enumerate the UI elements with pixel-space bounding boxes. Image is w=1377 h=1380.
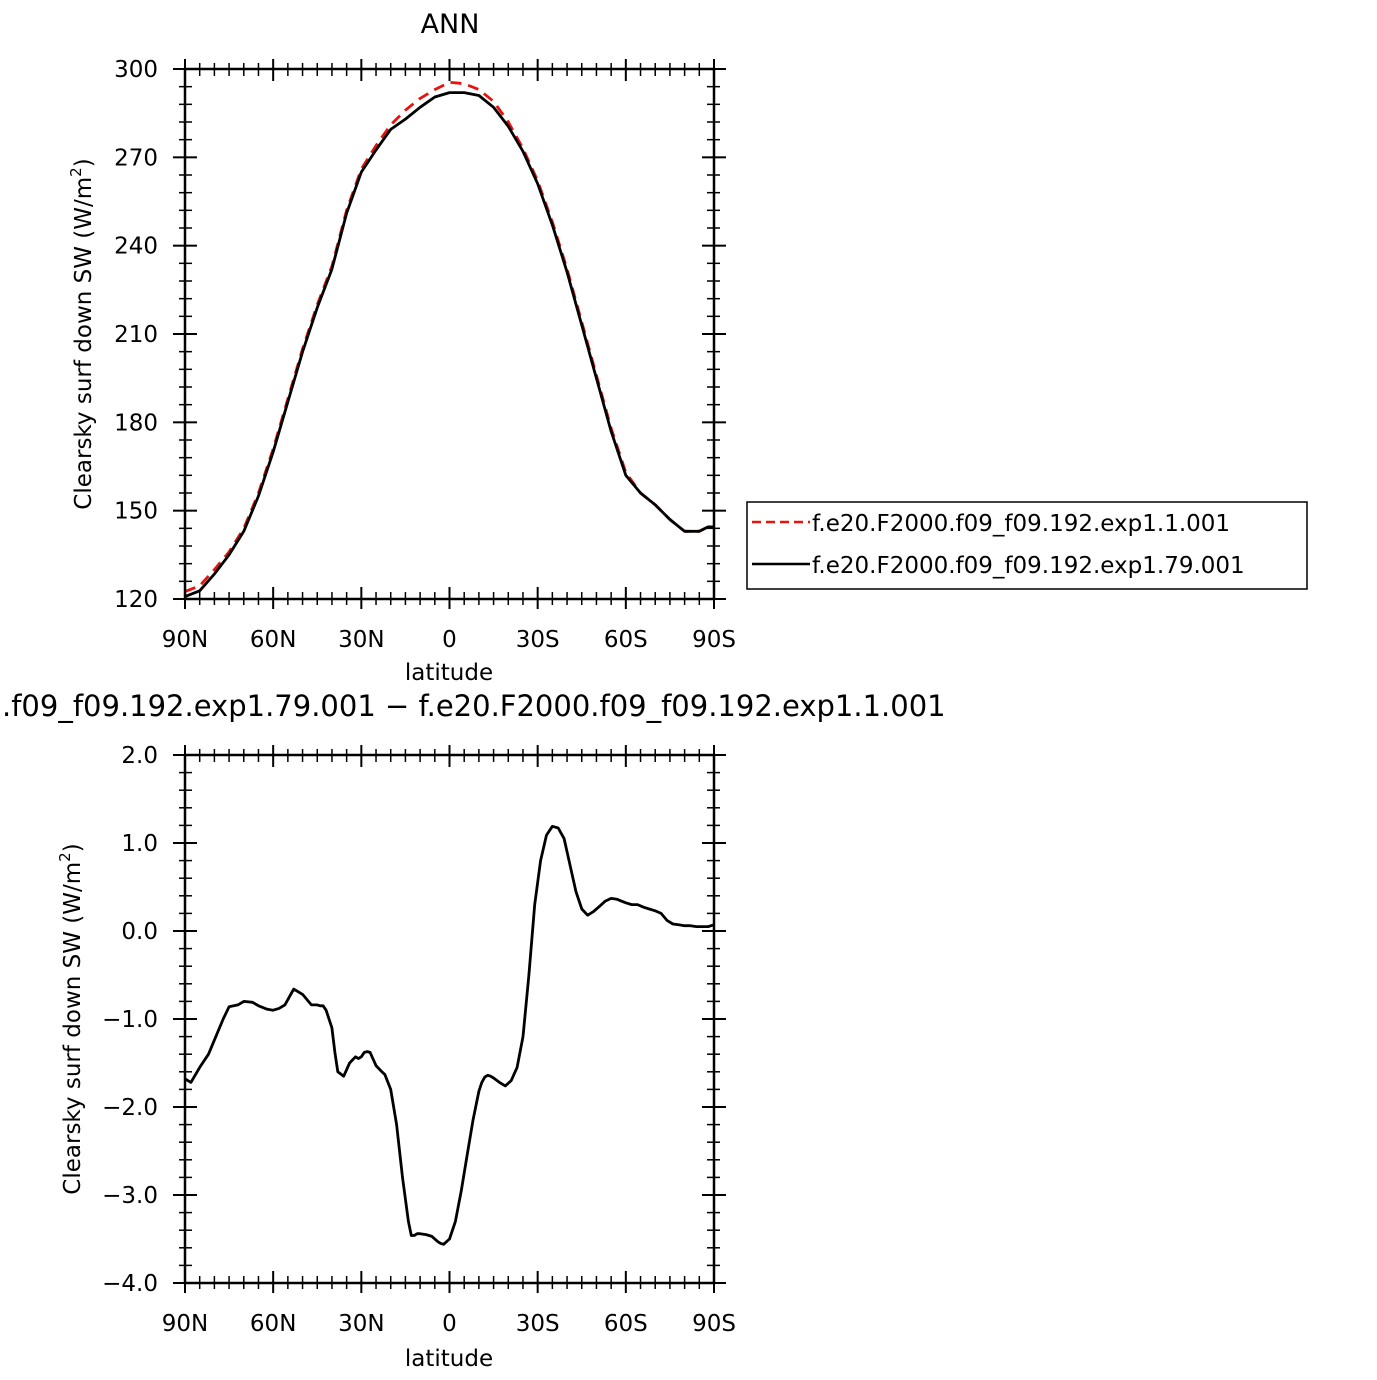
- bottom-difference-chart: .f09_f09.192.exp1.79.001 − f.e20.F2000.f…: [2, 689, 946, 1372]
- y-tick-label: 1.0: [121, 831, 158, 857]
- x-tick-label: 90N: [162, 627, 208, 653]
- x-tick-label: 60S: [604, 627, 648, 653]
- x-tick-label: 60N: [250, 1311, 296, 1337]
- axes: 90N 60N 30N 0 30S 60S 90S −4.0 −3.0 −2.0 −1.0 0.0 1.…: [102, 743, 736, 1337]
- y-tick-label: 180: [114, 410, 158, 436]
- legend-box: [746, 501, 1308, 590]
- y-tick-label: 300: [114, 57, 158, 83]
- plot-frame: [183, 753, 716, 1285]
- y-tick-label: 0.0: [121, 919, 158, 945]
- top-line-chart: ANN Clearsky surf down SW (W/m2) 90N 60N 3…: [67, 9, 736, 686]
- chart-title: ANN: [421, 9, 480, 40]
- legend-label: f.e20.F2000.f09_f09.192.exp1.79.001: [812, 553, 1245, 579]
- x-tick-label: 30N: [338, 1311, 384, 1337]
- x-tick-label: 60N: [250, 627, 296, 653]
- y-tick-label: −3.0: [102, 1183, 158, 1209]
- chart-title: .f09_f09.192.exp1.79.001 − f.e20.F2000.f…: [2, 689, 946, 723]
- series-line-0: [184, 80, 714, 593]
- x-tick-label: 0: [442, 627, 457, 653]
- x-tick-label: 60S: [604, 1311, 648, 1337]
- series-line-1: [184, 91, 714, 598]
- y-tick-label: 240: [114, 234, 158, 260]
- y-tick-label: −2.0: [102, 1095, 158, 1121]
- y-axis-label-text: Clearsky surf down SW (W/m2): [56, 843, 86, 1194]
- x-axis-label: latitude: [405, 660, 493, 686]
- x-axis-label: latitude: [405, 1346, 493, 1372]
- x-tick-label: 30S: [516, 1311, 560, 1337]
- y-tick-label: 120: [114, 587, 158, 613]
- y-tick-label: 150: [114, 499, 158, 525]
- x-tick-label: 90N: [162, 1311, 208, 1337]
- y-axis-label-text: Clearsky surf down SW (W/m2): [67, 158, 97, 509]
- y-axis-label: Clearsky surf down SW (W/m2): [56, 843, 86, 1194]
- x-tick-label: 90S: [692, 627, 736, 653]
- series-group: [184, 824, 715, 1246]
- y-tick-label: −1.0: [102, 1007, 158, 1033]
- y-axis-label: Clearsky surf down SW (W/m2): [67, 158, 97, 509]
- y-tick-label: −4.0: [102, 1271, 158, 1297]
- x-tick-label: 90S: [692, 1311, 736, 1337]
- axes: 90N 60N 30N 0 30S 60S 90S 120 150 180 210 240 270 300: [114, 57, 736, 653]
- legend: f.e20.F2000.f09_f09.192.exp1.1.001 f.e20…: [746, 501, 1308, 590]
- x-tick-label: 30N: [338, 627, 384, 653]
- x-tick-label: 30S: [516, 627, 560, 653]
- x-tick-label: 0: [442, 1311, 457, 1337]
- y-tick-label: 2.0: [121, 743, 158, 769]
- series-line-0: [184, 824, 715, 1246]
- y-tick-label: 270: [114, 145, 158, 171]
- series-group: [184, 80, 714, 598]
- y-tick-label: 210: [114, 322, 158, 348]
- legend-label: f.e20.F2000.f09_f09.192.exp1.1.001: [812, 511, 1230, 537]
- plot-frame: [183, 67, 716, 601]
